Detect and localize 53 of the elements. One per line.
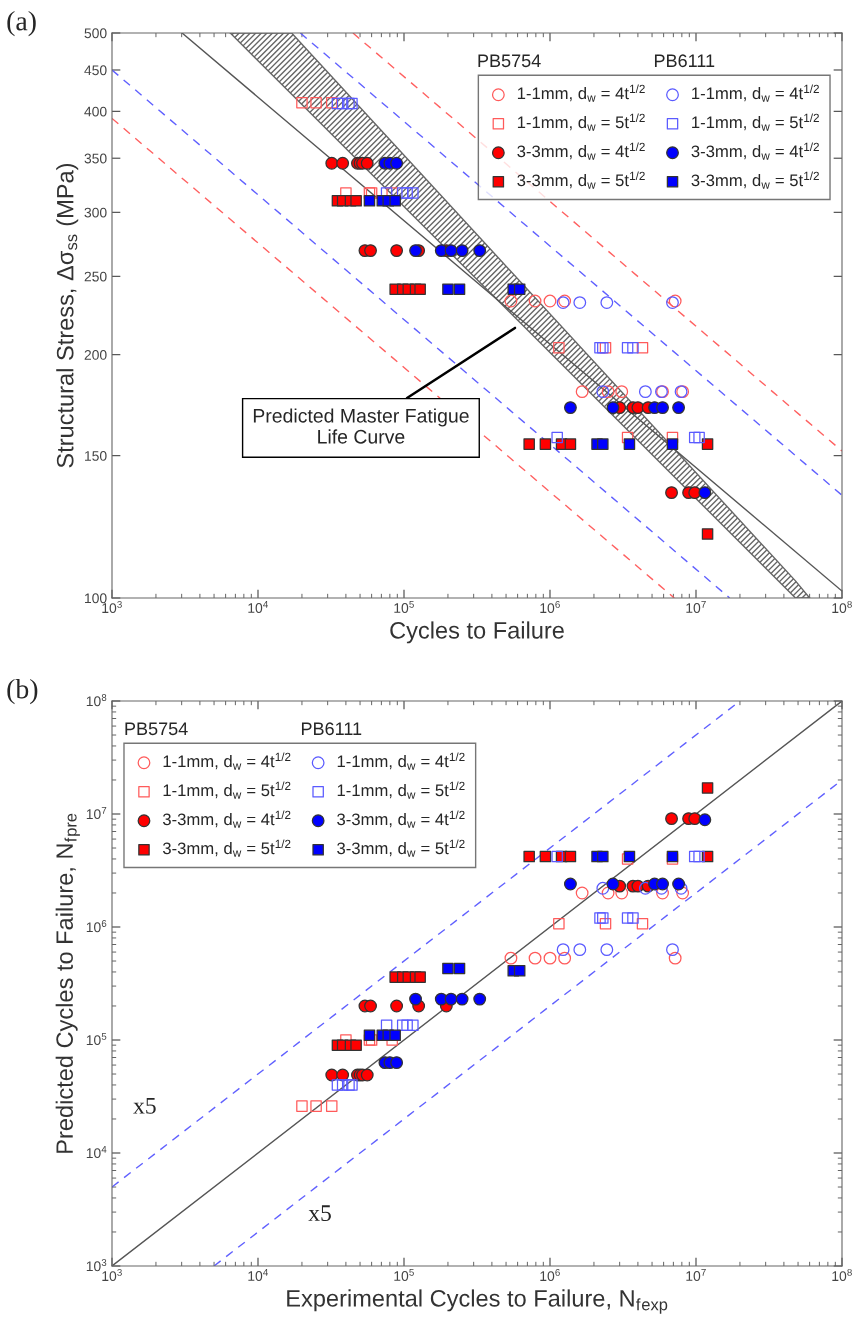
legend-label: 1-1mm, d$_{w}$ = 4t$^{1/2}$	[517, 84, 645, 102]
legend-label: 3-3mm, d$_{w}$ = 4t$^{1/2}$	[162, 810, 291, 828]
annotation: PB5754	[125, 722, 188, 736]
x-axis-title: Experimental Cycles to Failure, N$_{fexp}$	[287, 1289, 668, 1314]
chart-title: (a)	[7, 10, 36, 37]
x-tick-label: 10$^{4}$	[248, 1268, 269, 1281]
legend-label: 1-1mm, d$_{w}$ = 4t$^{1/2}$	[163, 752, 291, 770]
legend-label: 1-1mm, d$_{w}$ = 5t$^{1/2}$	[692, 113, 819, 131]
x-axis-title: Cycles to Failure	[390, 621, 564, 644]
y-tick-label: 400	[84, 106, 107, 117]
y-tick-label: 350	[84, 153, 107, 164]
x-tick-label: 10$^{7}$	[686, 1268, 706, 1281]
y-tick-label: 10$^{8}$	[86, 694, 107, 707]
annotation: PB5754	[478, 54, 541, 68]
x-tick-label: 10$^{6}$	[540, 1268, 560, 1282]
legend-label: 3-3mm, d$_{w}$ = 5t$^{1/2}$	[162, 839, 291, 857]
legend-label: 3-3mm, d$_{w}$ = 5t$^{1/2}$	[517, 171, 645, 189]
y-tick-label: 250	[84, 271, 107, 282]
y-tick-label: 10$^{6}$	[86, 920, 107, 933]
annotation: x5	[308, 1205, 331, 1222]
legend-label: 3-3mm, d$_{w}$ = 5t$^{1/2}$	[337, 839, 465, 857]
legend-label: 1-1mm, d$_{w}$ = 4t$^{1/2}$	[692, 84, 819, 102]
legend-label: 1-1mm, d$_{w}$ = 5t$^{1/2}$	[163, 781, 291, 799]
legend-label: 1-1mm, d$_{w}$ = 5t$^{1/2}$	[517, 113, 645, 131]
y-tick-label: 100	[85, 593, 107, 604]
legend-label: 3-3mm, d$_{w}$ = 5t$^{1/2}$	[691, 171, 819, 189]
x-tick-label: 10$^{8}$	[832, 1268, 852, 1282]
x-tick-label: 10$^{8}$	[832, 600, 852, 614]
y-tick-label: 10$^{7}$	[86, 807, 107, 820]
annotation: PB6111	[301, 722, 362, 736]
y-tick-label: 200	[84, 350, 107, 360]
y-tick-label: 300	[84, 207, 107, 218]
annotation: Predicted Master Fatigue Life Curve	[253, 408, 469, 444]
legend-label: 3-3mm, d$_{w}$ = 4t$^{1/2}$	[337, 810, 465, 828]
legend-label: 3-3mm, d$_{w}$ = 4t$^{1/2}$	[517, 142, 645, 160]
legend-label: 1-1mm, d$_{w}$ = 5t$^{1/2}$	[337, 781, 465, 799]
y-tick-label: 150	[85, 450, 107, 461]
y-tick-label: 450	[84, 65, 107, 76]
x-tick-label: 10$^{5}$	[394, 600, 414, 613]
x-tick-label: 10$^{5}$	[394, 1268, 414, 1281]
legend-label: 1-1mm, d$_{w}$ = 4t$^{1/2}$	[337, 752, 465, 770]
annotation: PB6111	[654, 54, 715, 68]
y-axis-title: Structural Stress, Δσ$_{ss}$ (MPa)	[56, 163, 79, 468]
chart-title: (b)	[7, 678, 38, 705]
y-tick-label: 10$^{4}$	[86, 1146, 107, 1159]
y-tick-label: 10$^{5}$	[86, 1033, 107, 1046]
legend-label: 3-3mm, d$_{w}$ = 4t$^{1/2}$	[691, 142, 819, 160]
x-tick-label: 10$^{6}$	[540, 600, 560, 614]
x-tick-label: 10$^{4}$	[248, 600, 269, 613]
annotation: x5	[133, 1098, 156, 1114]
y-axis-title: Predicted Cycles to Failure, N$_{fpre}$	[55, 813, 80, 1153]
y-tick-label: 500	[84, 28, 107, 39]
x-tick-label: 10$^{7}$	[686, 600, 706, 613]
